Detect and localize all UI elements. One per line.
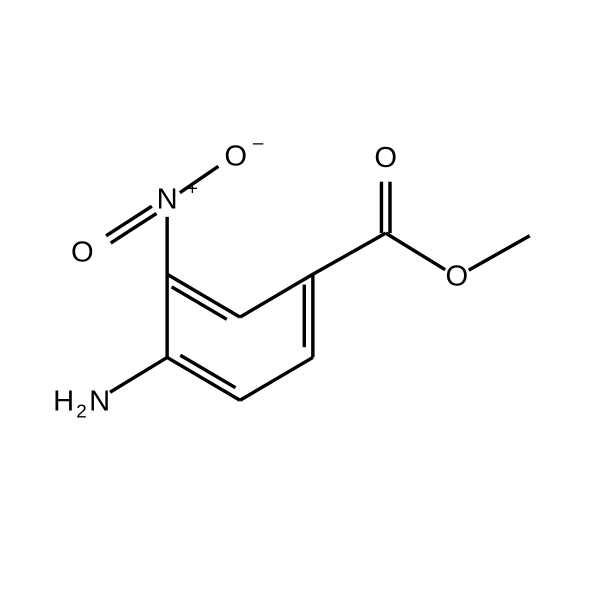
atom-label-O13: O [224, 140, 247, 172]
atom-label-O8: O [374, 142, 397, 174]
atom-label-O13_minus: – [253, 131, 264, 152]
atom-label-N14_N: N [89, 386, 110, 418]
molecule-diagram: OON+OO–H2N [0, 0, 600, 600]
atom-label-O9: O [446, 260, 469, 292]
atom-label-N11_plus: + [187, 178, 198, 199]
atom-label-N11: N [157, 183, 178, 215]
atom-label-N14_2: 2 [76, 400, 86, 421]
atom-label-N14_H2: H [53, 386, 74, 418]
labels-layer: OON+OO–H2N [53, 131, 468, 421]
atom-label-O12: O [71, 236, 94, 268]
